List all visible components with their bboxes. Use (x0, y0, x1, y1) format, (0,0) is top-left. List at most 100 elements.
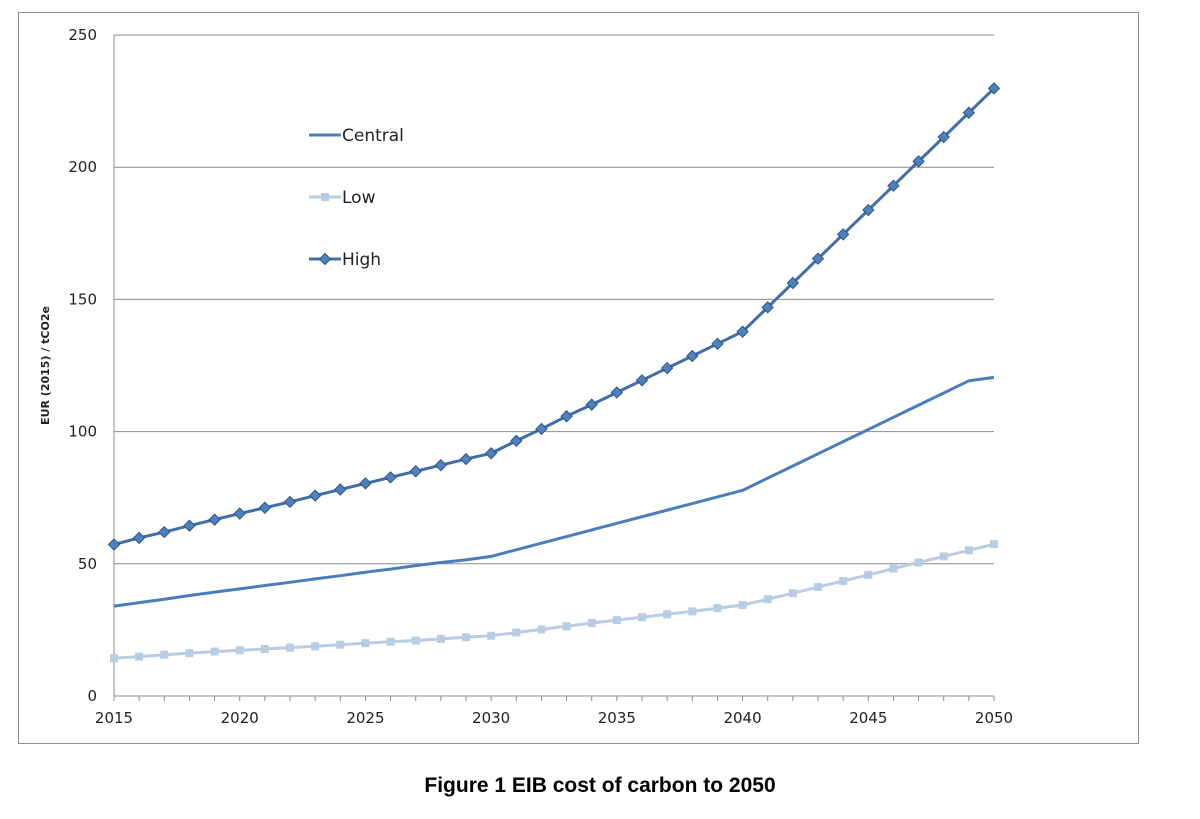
x-tick-label-2035: 2035 (598, 709, 636, 727)
data-point-high-2046 (887, 179, 900, 192)
axes: 0 50 100 150 200 250 2015 2020 2025 2030 2035 2040 2… (68, 26, 1013, 727)
data-point-high-2032 (535, 422, 548, 436)
data-point-high-2030 (484, 447, 498, 460)
data-point-low-2048 (939, 552, 948, 561)
data-point-high-2039 (711, 337, 724, 351)
data-point-high-2034 (585, 398, 598, 411)
data-point-high-2029 (459, 452, 473, 466)
data-point-high-2037 (660, 361, 674, 375)
data-point-low-2030 (487, 631, 496, 640)
data-point-low-2043 (814, 583, 822, 592)
data-point-low-2034 (587, 619, 596, 628)
x-tick-label-2040: 2040 (723, 709, 761, 727)
series-line-central (113, 375, 995, 608)
y-tick-label-150: 150 (68, 290, 97, 308)
y-tick-label-250: 250 (68, 26, 97, 44)
data-point-low-2046 (889, 564, 898, 573)
x-tick-label-2050: 2050 (975, 709, 1013, 727)
data-point-low-2039 (713, 604, 722, 613)
data-point-low-2021 (260, 644, 269, 653)
data-point-low-2016 (135, 652, 144, 661)
y-tick-label-200: 200 (68, 158, 97, 176)
data-point-high-2018 (183, 519, 196, 532)
figure-caption: Figure 1 EIB cost of carbon to 2050 (424, 774, 776, 797)
data-point-high-2043 (811, 252, 825, 265)
data-point-high-2023 (308, 489, 322, 502)
data-point-low-2025 (361, 639, 370, 648)
data-point-high-2048 (937, 130, 950, 144)
data-point-high-2026 (384, 471, 397, 484)
series-line-low (113, 542, 995, 660)
data-point-low-2049 (964, 546, 973, 555)
data-point-high-2040 (736, 325, 749, 338)
grid-lines (114, 34, 994, 565)
legend-marker-high (318, 252, 332, 266)
data-point-low-2041 (763, 595, 772, 604)
x-tick-label-2015: 2015 (95, 709, 133, 727)
data-point-high-2038 (686, 349, 699, 363)
data-point-high-2022 (283, 495, 297, 509)
data-point-low-2036 (638, 613, 646, 622)
data-point-low-2020 (235, 646, 244, 655)
data-point-low-2042 (788, 589, 797, 598)
legend: Central Low High (309, 126, 404, 270)
data-point-high-2031 (510, 434, 523, 448)
data-point-low-2027 (411, 636, 420, 645)
series-line-high (113, 87, 996, 546)
data-point-low-2044 (839, 576, 848, 585)
data-point-high-2017 (158, 525, 171, 539)
data-point-high-2015 (107, 538, 121, 551)
series-layer (107, 82, 1001, 663)
x-tick-label-2025: 2025 (346, 709, 384, 727)
data-point-low-2038 (688, 607, 697, 616)
legend-label-central: Central (342, 126, 404, 146)
x-tick-label-2045: 2045 (849, 709, 887, 727)
data-point-high-2016 (132, 531, 146, 545)
legend-item-central: Central (309, 126, 404, 146)
legend-label-high: High (342, 250, 381, 270)
data-point-low-2033 (562, 622, 571, 631)
line-chart: 0 50 100 150 200 250 2015 2020 2025 2030 2035 2040 2… (39, 26, 1013, 727)
x-tick-label-2030: 2030 (472, 709, 510, 727)
data-point-high-2049 (962, 106, 976, 119)
data-point-low-2045 (864, 570, 873, 579)
data-point-low-2019 (210, 647, 219, 656)
legend-marker-low (321, 193, 329, 201)
series-high (107, 82, 1001, 551)
data-point-high-2019 (208, 513, 221, 526)
data-point-low-2040 (738, 601, 747, 610)
data-point-low-2015 (110, 654, 118, 663)
data-point-high-2020 (233, 507, 246, 520)
y-axis-label: EUR (2015) / tCO2e (39, 306, 52, 425)
data-point-low-2023 (311, 642, 320, 651)
data-point-high-2021 (258, 501, 272, 514)
data-point-low-2050 (990, 540, 998, 549)
data-point-low-2018 (185, 649, 194, 658)
data-point-high-2027 (409, 465, 422, 478)
data-point-low-2029 (462, 633, 470, 642)
data-point-high-2050 (987, 82, 1001, 95)
chart-frame: 0 50 100 150 200 250 2015 2020 2025 2030 2035 2040 2… (18, 12, 1139, 744)
legend-item-low: Low (309, 188, 376, 208)
data-point-low-2026 (386, 637, 395, 646)
data-point-low-2037 (663, 610, 672, 619)
data-point-high-2028 (434, 458, 448, 472)
data-point-low-2017 (160, 650, 169, 659)
data-point-high-2045 (862, 203, 875, 217)
y-tick-label-100: 100 (68, 423, 97, 441)
series-low (110, 540, 998, 663)
y-tick-label-0: 0 (87, 687, 97, 705)
data-point-high-2035 (610, 386, 624, 399)
data-point-low-2035 (612, 616, 621, 625)
data-point-high-2041 (761, 301, 774, 314)
legend-item-high: High (309, 250, 381, 270)
data-point-low-2047 (914, 558, 923, 567)
data-point-high-2047 (912, 155, 925, 168)
data-point-high-2042 (786, 276, 800, 290)
x-tick-label-2020: 2020 (221, 709, 259, 727)
data-point-low-2022 (286, 643, 294, 652)
legend-label-low: Low (342, 188, 376, 208)
data-point-high-2033 (560, 410, 573, 423)
series-central (113, 375, 995, 608)
data-point-low-2028 (436, 634, 445, 643)
